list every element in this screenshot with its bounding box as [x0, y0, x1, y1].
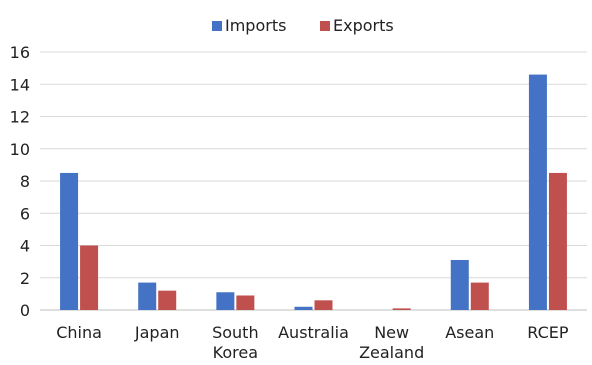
x-category-label: New Zealand	[359, 323, 424, 362]
bar-exports-south-korea	[236, 295, 255, 310]
x-category-label: Japan	[134, 323, 180, 342]
x-category-label: Asean	[445, 323, 494, 342]
x-category-label-line: Japan	[134, 323, 180, 342]
bar-exports-rcep	[548, 172, 567, 310]
x-category-label: China	[56, 323, 102, 342]
bar-exports-japan	[158, 290, 177, 310]
x-category-label-line: RCEP	[527, 323, 569, 342]
legend-label-imports: Imports	[225, 16, 286, 35]
y-tick-label: 12	[10, 108, 30, 127]
y-tick-label: 16	[10, 43, 30, 62]
y-tick-label: 4	[20, 237, 30, 256]
x-category-label: RCEP	[527, 323, 569, 342]
bar-imports-asean	[450, 260, 469, 310]
bar-imports-australia	[294, 306, 313, 310]
legend-swatch-imports	[212, 21, 222, 31]
x-category-label: Australia	[278, 323, 349, 342]
legend-label-exports: Exports	[333, 16, 394, 35]
x-category-label-line: Korea	[213, 343, 258, 362]
x-axis: China Japan South Korea Australia New Zealand A…	[56, 323, 569, 362]
x-category-label-line: Australia	[278, 323, 349, 342]
bars	[60, 74, 567, 310]
x-category-label-line: New	[374, 323, 409, 342]
y-tick-label: 2	[20, 269, 30, 288]
bar-imports-south-korea	[216, 292, 235, 310]
bar-imports-japan	[138, 282, 157, 310]
x-category-label: South Korea	[212, 323, 259, 362]
gridlines	[40, 51, 587, 311]
x-category-label-line: Asean	[445, 323, 494, 342]
y-tick-label: 8	[20, 172, 30, 191]
bar-exports-new-zealand	[392, 308, 411, 310]
bar-exports-australia	[314, 300, 333, 310]
y-axis: 0 2 4 6 8 10 12 14 16	[10, 43, 30, 320]
x-category-label-line: South	[212, 323, 259, 342]
bar-exports-asean	[470, 282, 489, 310]
y-tick-label: 0	[20, 301, 30, 320]
y-tick-label: 14	[10, 75, 30, 94]
bar-exports-china	[80, 245, 99, 310]
x-category-label-line: Zealand	[359, 343, 424, 362]
bar-imports-rcep	[528, 74, 547, 310]
x-category-label-line: China	[56, 323, 102, 342]
bar-imports-china	[60, 172, 79, 310]
legend: Imports Exports	[212, 16, 394, 35]
y-tick-label: 10	[10, 140, 30, 159]
legend-swatch-exports	[320, 21, 330, 31]
y-tick-label: 6	[20, 204, 30, 223]
